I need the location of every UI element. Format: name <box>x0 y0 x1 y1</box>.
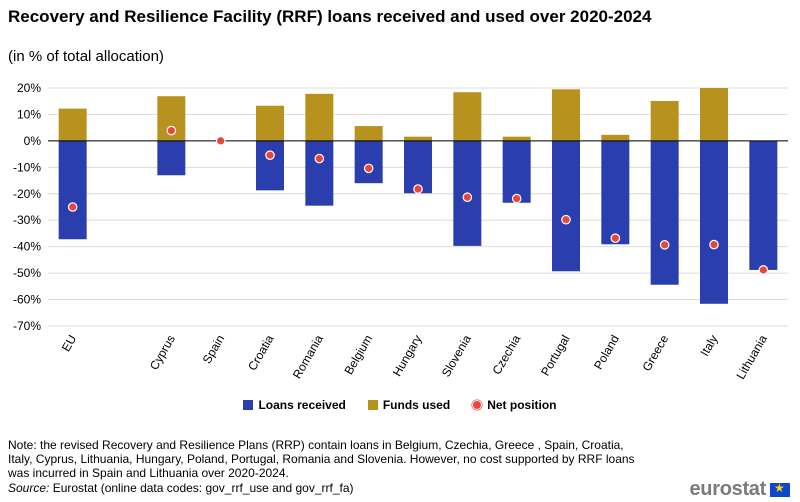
legend-swatch-funds <box>367 400 378 410</box>
point-net-position <box>314 153 325 164</box>
source-label: Source: <box>8 481 50 495</box>
y-tick-label: 0% <box>24 134 42 148</box>
legend-label-net: Net position <box>487 398 557 412</box>
point-net-position <box>561 214 571 225</box>
x-tick-label: Belgium <box>341 333 375 378</box>
chart-source: Source: Eurostat (online data codes: gov… <box>8 481 354 495</box>
chart-canvas: 20% 10% 0% -10% -20% -30% -40% -50% -60% -70% EU Cy… <box>13 81 788 382</box>
point-net-position <box>758 265 769 275</box>
x-tick-label: Greece <box>639 332 671 373</box>
bar-funds-used <box>453 92 482 141</box>
y-tick-label: 20% <box>17 81 41 95</box>
bar-funds-used <box>700 88 728 141</box>
chart-subtitle: (in % of total allocation) <box>8 48 164 65</box>
bar-funds-used <box>502 136 531 141</box>
x-tick-label: Croatia <box>245 332 277 373</box>
logo-text: eurostat <box>689 478 766 500</box>
bar-funds-used <box>354 126 383 141</box>
x-tick-label: Czechia <box>489 332 523 377</box>
eu-flag-icon <box>770 481 790 497</box>
bar-loans-received <box>354 140 383 184</box>
point-net-position <box>265 150 275 160</box>
y-tick-label: -70% <box>13 319 41 333</box>
point-net-position <box>67 202 78 212</box>
legend-label-loans: Loans received <box>258 398 346 412</box>
bar-loans-received <box>305 140 334 206</box>
bar-funds-used <box>256 105 284 141</box>
bar-funds-used <box>650 100 679 141</box>
bar-loans-received <box>552 140 580 272</box>
bar-funds-used <box>552 89 580 141</box>
bar-funds-used <box>404 136 432 141</box>
y-tick-label: -60% <box>13 293 41 307</box>
legend-label-funds: Funds used <box>382 398 451 412</box>
chart-title: Recovery and Resilience Facility (RRF) l… <box>8 7 652 26</box>
y-tick-label: -40% <box>13 240 41 254</box>
x-tick-label: Poland <box>591 333 622 372</box>
bar-loans-received <box>749 140 778 270</box>
point-net-position <box>215 136 226 146</box>
legend-item-funds: Funds used <box>367 398 451 412</box>
x-tick-label: EU <box>59 333 79 354</box>
point-net-position <box>363 163 374 174</box>
point-net-position <box>659 240 670 250</box>
chart-legend: Loans received Funds used Net position <box>0 398 800 412</box>
point-net-position <box>511 193 522 204</box>
x-tick-label: Hungary <box>390 333 425 379</box>
eurostat-logo: eurostat <box>689 478 790 501</box>
point-net-position <box>610 233 621 244</box>
bar-loans-received <box>58 140 87 240</box>
x-tick-label: Spain <box>200 333 227 367</box>
chart-note: Note: the revised Recovery and Resilienc… <box>8 438 635 480</box>
legend-dot-net <box>472 400 483 410</box>
point-net-position <box>462 192 473 203</box>
legend-item-loans: Loans received <box>243 398 346 412</box>
source-text: Eurostat (online data codes: gov_rrf_use… <box>49 481 354 495</box>
x-tick-label: Cyprus <box>147 333 178 373</box>
bar-loans-received <box>256 140 284 191</box>
bar-loans-received <box>157 140 186 176</box>
point-net-position <box>709 239 719 250</box>
bar-funds-used <box>601 134 630 141</box>
x-tick-label: Italy <box>697 333 720 359</box>
y-tick-label: 10% <box>17 107 41 121</box>
point-net-position <box>413 184 423 194</box>
legend-item-net: Net position <box>472 398 557 412</box>
bar-funds-used <box>58 108 87 141</box>
point-net-position <box>166 125 177 136</box>
x-tick-label: Romania <box>290 332 326 381</box>
bar-loans-received <box>700 140 728 304</box>
x-tick-label: Portugal <box>538 333 572 379</box>
y-tick-label: -30% <box>13 213 41 227</box>
bar-loans-received <box>502 140 531 203</box>
bar-funds-used <box>305 93 334 141</box>
x-tick-label: Lithuania <box>733 332 770 381</box>
y-tick-label: -10% <box>13 160 41 174</box>
bar-loans-received <box>601 140 630 245</box>
y-tick-label: -50% <box>13 266 41 280</box>
x-tick-label: Slovenia <box>439 332 474 379</box>
bar-loans-received <box>650 140 679 285</box>
legend-swatch-loans <box>243 400 254 410</box>
y-tick-label: -20% <box>13 187 41 201</box>
